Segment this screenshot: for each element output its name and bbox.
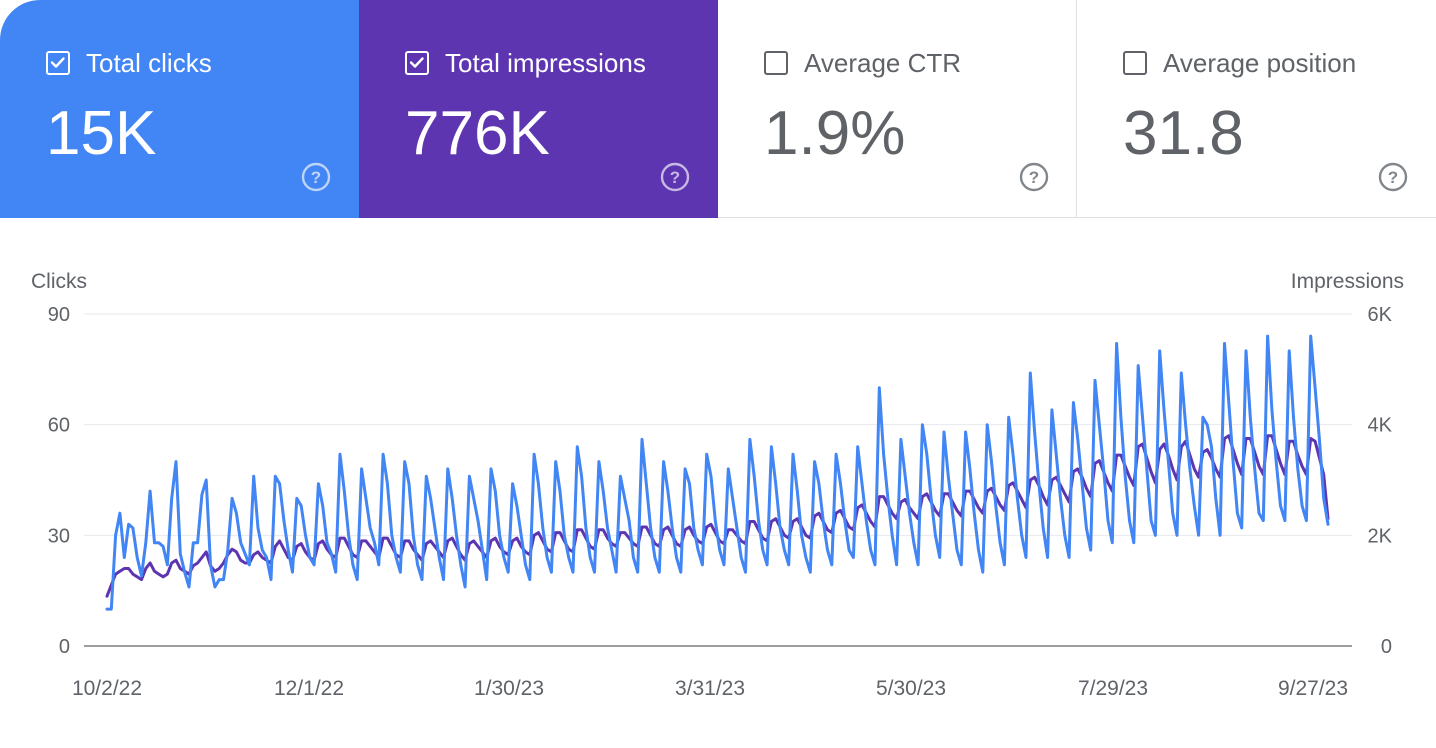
x-tick-label: 9/27/23 [1278, 677, 1348, 700]
svg-text:?: ? [670, 168, 680, 187]
right-tick-label: 6K [1368, 304, 1393, 326]
help-circle-icon[interactable]: ? [1018, 161, 1050, 193]
checkbox-icon[interactable] [1123, 51, 1147, 75]
metric-card-average-position[interactable]: Average position 31.8 ? [1077, 0, 1436, 218]
x-tick-label: 3/31/23 [675, 677, 745, 700]
series-line-clicks [105, 334, 1330, 611]
metric-label: Total impressions [445, 48, 646, 78]
left-axis-title: Clicks [31, 270, 87, 293]
right-tick-label: 0 [1381, 636, 1392, 658]
help-circle-icon[interactable]: ? [1377, 161, 1409, 193]
metric-label: Average position [1163, 48, 1357, 78]
metric-value: 15K [46, 99, 157, 168]
checkbox-icon[interactable] [46, 51, 70, 75]
metric-label: Total clicks [86, 48, 212, 78]
metric-label: Average CTR [804, 48, 962, 78]
metric-value: 1.9% [764, 99, 906, 168]
right-tick-label: 2K [1368, 525, 1393, 547]
performance-chart: Clicks Impressions 90 6K 60 4K 30 2K 0 0 10/2/22… [0, 218, 1436, 748]
help-circle-icon[interactable]: ? [300, 161, 332, 193]
help-circle-icon[interactable]: ? [659, 161, 691, 193]
checkbox-icon[interactable] [764, 51, 788, 75]
metric-card-total-clicks[interactable]: Total clicks 15K ? [0, 0, 359, 218]
right-tick-label: 4K [1368, 415, 1393, 437]
left-tick-label: 60 [48, 415, 70, 437]
right-axis-title: Impressions [1291, 270, 1404, 293]
x-tick-label: 7/29/23 [1078, 677, 1148, 700]
left-tick-label: 0 [59, 636, 70, 658]
metric-value: 31.8 [1123, 99, 1244, 168]
left-tick-label: 30 [48, 525, 70, 547]
svg-text:?: ? [1388, 168, 1398, 187]
x-tick-label: 1/30/23 [474, 677, 544, 700]
left-tick-label: 90 [48, 304, 70, 326]
metric-cards: Total clicks 15K ? Total impressions 776… [0, 0, 1436, 218]
metric-card-average-ctr[interactable]: Average CTR 1.9% ? [718, 0, 1077, 218]
metric-card-total-impressions[interactable]: Total impressions 776K ? [359, 0, 718, 218]
checkbox-icon[interactable] [405, 51, 429, 75]
svg-text:?: ? [311, 168, 321, 187]
metric-value: 776K [405, 99, 550, 168]
x-tick-label: 12/1/22 [274, 677, 344, 700]
x-tick-label: 5/30/23 [876, 677, 946, 700]
svg-text:?: ? [1029, 168, 1039, 187]
x-tick-label: 10/2/22 [72, 677, 142, 700]
